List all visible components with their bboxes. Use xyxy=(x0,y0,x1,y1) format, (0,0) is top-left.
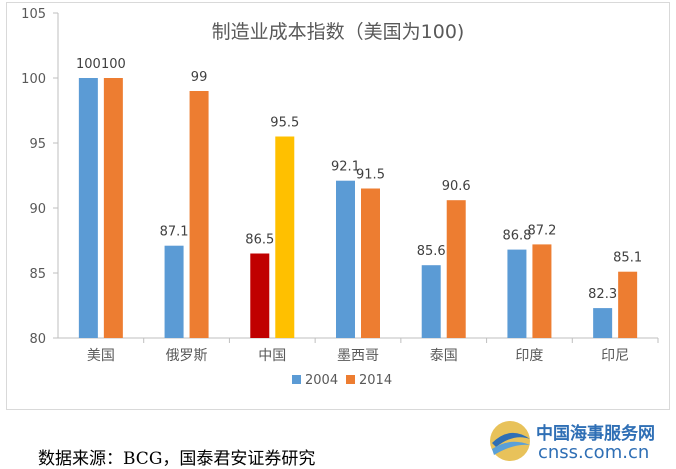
watermark-name: 中国海事服务网 xyxy=(536,424,655,444)
x-tick-label: 泰国 xyxy=(430,348,458,364)
bar xyxy=(532,244,552,338)
ship-logo-icon xyxy=(490,421,530,461)
source-note: 数据来源：BCG，国泰君安证券研究 xyxy=(38,449,316,469)
bar xyxy=(507,249,527,338)
bar xyxy=(421,265,441,338)
y-tick-label: 100 xyxy=(21,72,46,87)
legend-label: 2014 xyxy=(359,373,392,388)
data-label: 100 xyxy=(76,57,101,72)
x-tick-label: 印度 xyxy=(515,348,543,364)
chart-title: 制造业成本指数（美国为100) xyxy=(212,21,465,43)
bar xyxy=(593,308,613,338)
x-tick-label: 墨西哥 xyxy=(337,348,379,364)
watermark-url: cnss.com.cn xyxy=(538,442,650,463)
data-label: 86.5 xyxy=(245,233,274,248)
bar xyxy=(446,200,466,338)
y-tick-label: 80 xyxy=(29,332,46,347)
data-label: 99 xyxy=(191,70,208,85)
data-label: 82.3 xyxy=(588,287,617,302)
data-label: 95.5 xyxy=(270,116,299,131)
data-label: 87.1 xyxy=(160,225,189,240)
x-tick-label: 印尼 xyxy=(601,348,629,364)
y-tick-label: 85 xyxy=(29,267,46,282)
y-tick-label: 105 xyxy=(21,7,46,22)
data-label: 85.1 xyxy=(613,251,642,266)
bar xyxy=(361,188,380,338)
data-label: 86.8 xyxy=(502,229,531,244)
legend-label: 2004 xyxy=(305,373,338,388)
bar xyxy=(275,136,295,338)
y-tick-label: 95 xyxy=(29,137,46,152)
data-label: 85.6 xyxy=(417,244,446,259)
bar xyxy=(103,78,123,338)
data-label: 100 xyxy=(101,57,126,72)
bar xyxy=(250,253,270,338)
x-tick-label: 俄罗斯 xyxy=(166,348,208,364)
x-tick-label: 美国 xyxy=(87,348,115,364)
x-tick-label: 中国 xyxy=(258,348,286,364)
legend-swatch xyxy=(346,375,355,384)
bar xyxy=(78,78,98,338)
data-label: 91.5 xyxy=(356,168,385,183)
bar xyxy=(189,91,209,338)
data-label: 92.1 xyxy=(331,160,360,175)
y-tick-label: 90 xyxy=(29,202,46,217)
bar xyxy=(618,271,638,338)
legend-swatch xyxy=(292,375,301,384)
data-label: 87.2 xyxy=(527,223,556,238)
data-label: 90.6 xyxy=(442,179,471,194)
bar-chart: 制造业成本指数（美国为100) 80 85 90 95 100 105 美国 俄罗斯 中国 墨西哥… xyxy=(21,7,659,388)
watermark-logo: 中国海事服务网 cnss.com.cn xyxy=(486,415,672,467)
bar xyxy=(336,180,355,338)
bar xyxy=(164,245,184,338)
